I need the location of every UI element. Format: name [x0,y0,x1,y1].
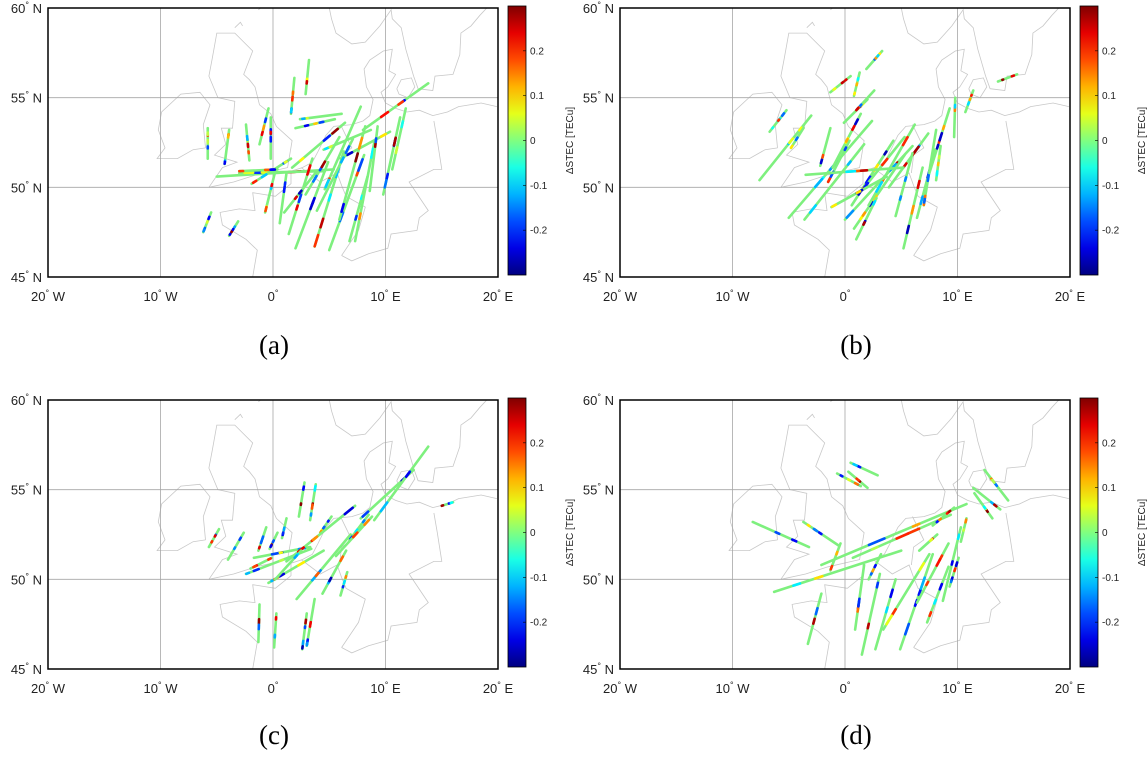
map-panel-c: 20° W 10° W 0° 10° E 20° E 45° N 50° N 55° N 60°… [0,392,575,772]
colorbar-tick-label: -0.1 [530,181,548,192]
y-tick-label: 60° N [11,392,42,408]
satellite-track [239,169,277,171]
colorbar-tick-label: -0.1 [1102,181,1120,192]
colorbar-tick-label: 0 [1102,136,1108,147]
y-tick-label: 55° N [583,482,614,498]
y-tick-label: 55° N [11,90,42,106]
colorbar-tick-label: 0.1 [1102,91,1116,102]
y-tick-label: 60° N [583,0,614,16]
colorbar-tick-label: 0.2 [530,46,544,57]
x-tick-label: 0° [268,680,279,696]
y-tick-label: 45° N [11,661,42,677]
x-tick-label: 20° E [483,680,514,696]
x-tick-label: 0° [840,288,851,304]
y-tick-label: 50° N [583,571,614,587]
colorbar-label: ΔSTEC [TECu] [1137,499,1147,566]
colorbar-tick-label: 0 [1102,528,1108,539]
colorbar-tick-label: 0.1 [1102,483,1116,494]
colorbar-tick-label: 0.2 [530,438,544,449]
x-tick-label: 0° [840,680,851,696]
x-tick-label: 10° W [144,288,179,304]
y-tick-label: 60° N [583,392,614,408]
x-tick-label: 0° [268,288,279,304]
caption-b: (b) [816,330,896,361]
colorbar-tick-label: -0.1 [1102,573,1120,584]
satellite-track [258,604,259,642]
x-tick-label: 20° W [31,288,66,304]
colorbar-label: ΔSTEC [TECu] [1137,107,1147,174]
colorbar-tick-label: -0.2 [1102,226,1120,237]
caption-a: (a) [234,330,314,361]
y-tick-label: 50° N [11,571,42,587]
y-tick-label: 45° N [11,269,42,285]
y-tick-label: 45° N [583,661,614,677]
y-tick-label: 50° N [11,179,42,195]
caption-c: (c) [234,720,314,751]
x-tick-label: 10° E [370,680,401,696]
colorbar-tick-label: -0.2 [1102,618,1120,629]
x-tick-label: 20° W [603,680,638,696]
x-tick-label: 20° E [1055,680,1086,696]
map-panel-a: 20° W 10° W 0° 10° E 20° E 45° N 50° N 55° N 60°… [0,0,575,380]
x-tick-label: 20° W [31,680,66,696]
colorbar-tick-label: 0.2 [1102,46,1116,57]
caption-d: (d) [816,720,896,751]
x-tick-label: 10° E [942,680,973,696]
colorbar-tick-label: 0 [530,136,536,147]
x-tick-label: 20° E [1055,288,1086,304]
colorbar-tick-label: -0.2 [530,226,548,237]
x-tick-label: 10° W [144,680,179,696]
x-tick-label: 10° W [716,288,751,304]
x-tick-label: 20° W [603,288,638,304]
x-tick-label: 10° E [370,288,401,304]
satellite-track [954,98,955,137]
colorbar-tick-label: -0.2 [530,618,548,629]
colorbar-tick-label: 0.1 [530,483,544,494]
colorbar-tick-label: -0.1 [530,573,548,584]
colorbar-tick-label: 0.2 [1102,438,1116,449]
x-tick-label: 20° E [483,288,514,304]
y-tick-label: 55° N [583,90,614,106]
map-panel-d: 20° W 10° W 0° 10° E 20° E 45° N 50° N 55° N 60°… [572,392,1147,772]
y-tick-label: 45° N [583,269,614,285]
y-tick-label: 60° N [11,0,42,16]
x-tick-label: 10° W [716,680,751,696]
y-tick-label: 50° N [583,179,614,195]
colorbar-tick-label: 0 [530,528,536,539]
x-tick-label: 10° E [942,288,973,304]
map-panel-b: 20° W 10° W 0° 10° E 20° E 45° N 50° N 55° N 60°… [572,0,1147,380]
y-tick-label: 55° N [11,482,42,498]
colorbar-tick-label: 0.1 [530,91,544,102]
